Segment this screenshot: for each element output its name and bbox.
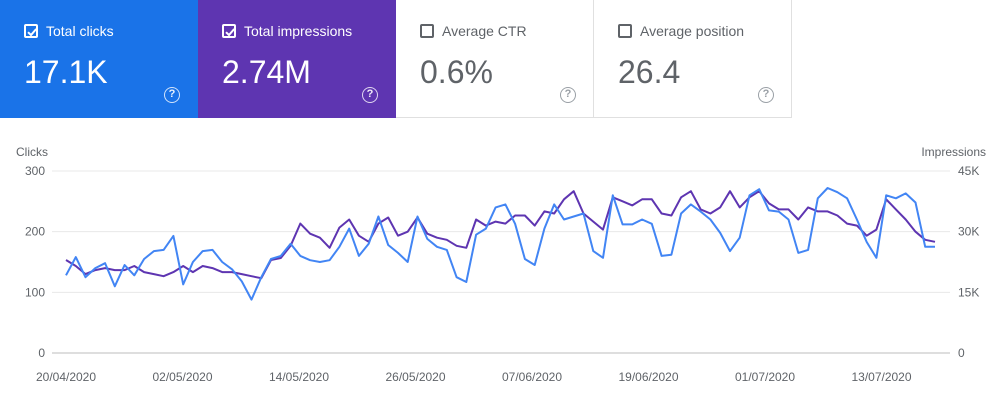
x-tick-label: 01/07/2020 [735, 370, 795, 384]
metric-label: Total impressions [244, 23, 353, 39]
x-axis-ticks: 20/04/2020 02/05/2020 14/05/2020 26/05/2020… [36, 370, 912, 384]
right-tick-label: 45K [958, 164, 979, 178]
right-axis-ticks: 0 15K 30K 45K [958, 164, 979, 360]
checkbox-icon[interactable] [222, 24, 236, 38]
left-tick-label: 300 [25, 164, 45, 178]
series-line-clicks [65, 187, 935, 301]
checkbox-icon[interactable] [24, 24, 38, 38]
left-tick-label: 0 [38, 346, 45, 360]
metric-value: 26.4 [618, 54, 681, 90]
metric-card-average-position[interactable]: Average position 26.4 ? [594, 0, 792, 118]
x-tick-label: 20/04/2020 [36, 370, 96, 384]
left-tick-label: 100 [25, 285, 45, 299]
help-circle-icon[interactable]: ? [758, 87, 774, 103]
x-tick-label: 14/05/2020 [269, 370, 329, 384]
right-tick-label: 0 [958, 346, 965, 360]
left-axis-label: Clicks [16, 145, 48, 159]
help-circle-icon[interactable]: ? [164, 87, 180, 103]
performance-chart: Clicks Impressions 0 100 200 300 0 15K 30K 45K… [16, 145, 986, 384]
metric-card-total-impressions[interactable]: Total impressions 2.74M ? [198, 0, 396, 118]
chart-grid [52, 170, 950, 354]
checkbox-icon[interactable] [618, 24, 632, 38]
chart-series [65, 187, 936, 301]
help-circle-icon[interactable]: ? [560, 87, 576, 103]
left-axis-ticks: 0 100 200 300 [25, 164, 45, 360]
checkbox-icon[interactable] [420, 24, 434, 38]
x-tick-label: 26/05/2020 [385, 370, 445, 384]
x-tick-label: 19/06/2020 [618, 370, 678, 384]
x-tick-label: 07/06/2020 [502, 370, 562, 384]
metric-label: Average CTR [442, 23, 527, 39]
x-tick-label: 02/05/2020 [152, 370, 212, 384]
metric-value: 17.1K [24, 54, 108, 90]
metric-card-total-clicks[interactable]: Total clicks 17.1K ? [0, 0, 198, 118]
right-tick-label: 30K [958, 225, 979, 239]
left-tick-label: 200 [25, 225, 45, 239]
right-tick-label: 15K [958, 285, 979, 299]
metric-cards: Total clicks 17.1K ? Total impressions 2… [0, 0, 792, 118]
metric-label: Total clicks [46, 23, 114, 39]
metric-value: 2.74M [222, 54, 311, 90]
right-axis-label: Impressions [921, 145, 986, 159]
x-tick-label: 13/07/2020 [851, 370, 911, 384]
series-line-impressions [65, 190, 936, 280]
metric-value: 0.6% [420, 54, 493, 90]
metric-label: Average position [640, 23, 745, 39]
metric-card-average-ctr[interactable]: Average CTR 0.6% ? [396, 0, 594, 118]
help-circle-icon[interactable]: ? [362, 87, 378, 103]
